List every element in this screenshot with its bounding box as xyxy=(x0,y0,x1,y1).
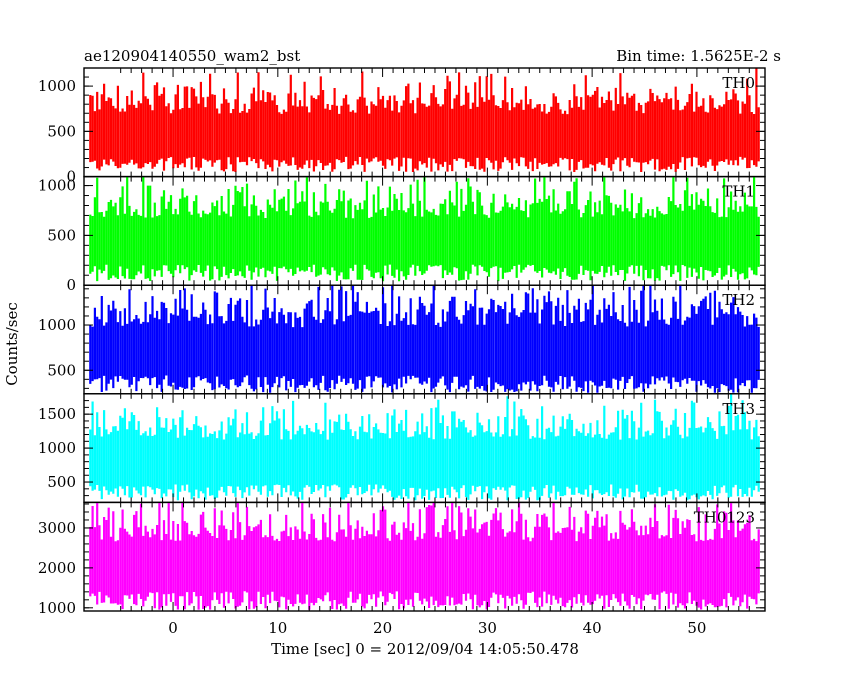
y-tick-label: 500 xyxy=(47,473,76,491)
y-tick-label: 2000 xyxy=(38,559,76,577)
x-tick-label: 20 xyxy=(373,619,392,637)
series-th0123 xyxy=(89,502,760,610)
y-tick-label: 1000 xyxy=(38,316,76,334)
series-th0 xyxy=(89,68,760,172)
chart-title: ae120904140550_wam2_bst xyxy=(84,47,300,65)
x-tick-label: 50 xyxy=(687,619,706,637)
y-tick-label: 500 xyxy=(47,122,76,140)
panel-label-th2: TH2 xyxy=(722,291,755,309)
y-tick-label: 1000 xyxy=(38,599,76,617)
series-th1 xyxy=(89,176,760,282)
x-tick-label: 10 xyxy=(268,619,287,637)
y-tick-label: 500 xyxy=(47,226,76,244)
y-tick-label: 0 xyxy=(66,276,76,294)
panel-label-th0: TH0 xyxy=(722,74,755,92)
x-axis-label: Time [sec] 0 = 2012/09/04 14:05:50.478 xyxy=(271,640,579,658)
panel-label-th0123: TH0123 xyxy=(694,508,755,526)
x-tick-label: 0 xyxy=(168,619,178,637)
panels-group: TH005001000TH105001000TH25001000TH350010… xyxy=(38,67,766,637)
y-tick-label: 1000 xyxy=(38,439,76,457)
series-th3 xyxy=(89,393,760,501)
y-tick-label: 3000 xyxy=(38,519,76,537)
y-tick-label: 1000 xyxy=(38,77,76,95)
y-tick-label: 1000 xyxy=(38,177,76,195)
y-tick-label: 0 xyxy=(66,168,76,186)
bin-time-label: Bin time: 1.5625E-2 s xyxy=(616,47,781,65)
x-tick-label: 40 xyxy=(583,619,602,637)
panel-label-th1: TH1 xyxy=(722,183,755,201)
y-tick-label: 500 xyxy=(47,361,76,379)
y-axis-label: Counts/sec xyxy=(3,302,21,386)
y-tick-label: 1500 xyxy=(38,405,76,423)
x-tick-label: 30 xyxy=(478,619,497,637)
series-th2 xyxy=(89,285,760,393)
panel-label-th3: TH3 xyxy=(722,400,755,418)
